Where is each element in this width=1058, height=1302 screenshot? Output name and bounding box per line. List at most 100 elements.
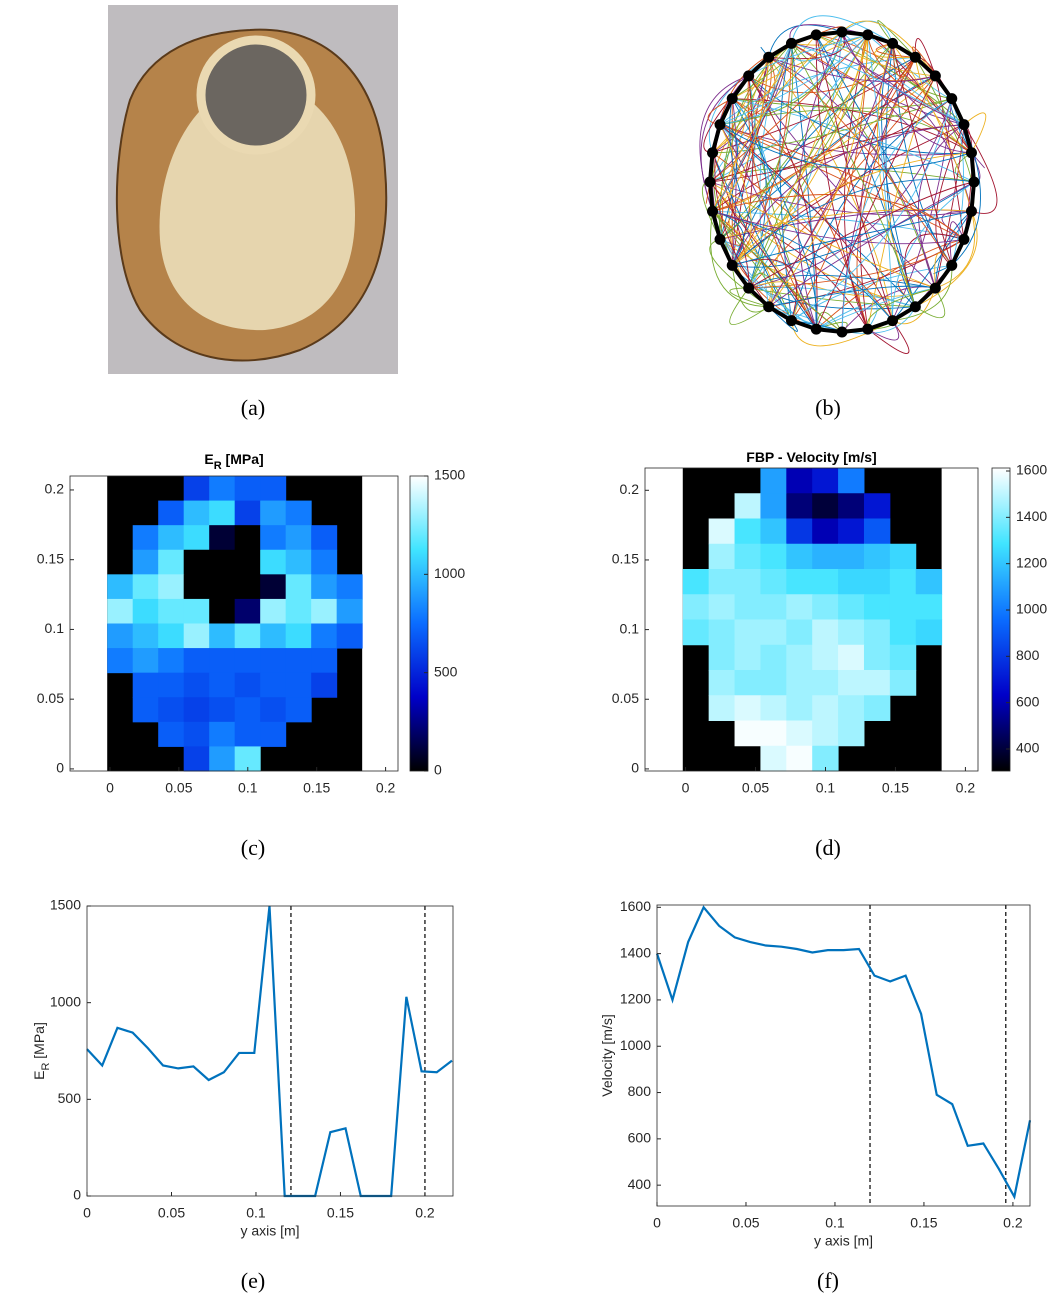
cell bbox=[812, 594, 839, 620]
ray bbox=[731, 178, 975, 266]
chart-title: FBP - Velocity [m/s] bbox=[746, 449, 876, 465]
cell bbox=[107, 623, 134, 649]
ray bbox=[732, 181, 975, 268]
colorbar-tick-label: 1400 bbox=[1016, 508, 1047, 524]
cell bbox=[183, 746, 210, 772]
cell bbox=[838, 493, 865, 519]
text-part: FBP - Velocity [m/s] bbox=[746, 449, 876, 465]
cell bbox=[183, 623, 210, 649]
x-tick-label: 0.05 bbox=[732, 1215, 759, 1231]
cell bbox=[209, 672, 236, 698]
cell bbox=[812, 569, 839, 595]
sensor bbox=[810, 323, 822, 335]
cell bbox=[132, 598, 159, 624]
cell bbox=[158, 648, 185, 674]
cell bbox=[786, 619, 813, 646]
cell bbox=[812, 695, 839, 721]
ray bbox=[791, 98, 953, 321]
ray bbox=[963, 112, 987, 153]
cell bbox=[260, 549, 287, 575]
sensor bbox=[726, 259, 738, 271]
cell bbox=[107, 574, 134, 600]
cell bbox=[311, 672, 338, 698]
ray bbox=[768, 181, 975, 308]
cell bbox=[760, 518, 787, 545]
cell bbox=[209, 525, 236, 551]
sensor bbox=[887, 37, 899, 49]
y-tick-label: 0.2 bbox=[45, 481, 65, 497]
cell bbox=[285, 500, 312, 526]
sensor bbox=[704, 176, 716, 188]
cell bbox=[260, 598, 287, 624]
colorbar-tick-label: 1000 bbox=[1016, 601, 1047, 617]
cell bbox=[311, 648, 338, 674]
ray bbox=[729, 287, 769, 308]
cell bbox=[132, 549, 159, 575]
cell bbox=[786, 543, 813, 570]
cell bbox=[889, 644, 917, 671]
cell bbox=[209, 697, 236, 723]
ray bbox=[729, 98, 817, 330]
cell bbox=[132, 525, 159, 551]
axes-box bbox=[644, 467, 979, 772]
data-line bbox=[655, 905, 1032, 1200]
cell bbox=[311, 623, 338, 649]
cell bbox=[285, 525, 312, 551]
sensor bbox=[965, 147, 977, 159]
ray bbox=[747, 75, 817, 330]
cell bbox=[708, 543, 736, 570]
hole bbox=[196, 35, 316, 155]
ray bbox=[712, 210, 965, 245]
cell bbox=[760, 594, 787, 620]
ray bbox=[731, 98, 737, 266]
ray bbox=[963, 124, 998, 214]
cell bbox=[260, 476, 287, 502]
text-part: R bbox=[40, 1063, 52, 1071]
cell bbox=[107, 598, 134, 624]
cell bbox=[863, 543, 891, 570]
cell bbox=[838, 619, 865, 646]
cell bbox=[158, 623, 185, 649]
cell bbox=[786, 569, 813, 595]
ray bbox=[699, 75, 749, 212]
cell bbox=[812, 543, 839, 570]
sensor bbox=[836, 326, 848, 338]
cell bbox=[734, 720, 761, 747]
cell bbox=[786, 644, 813, 671]
x-tick-label: 0 bbox=[653, 1215, 661, 1231]
cell bbox=[311, 549, 338, 575]
cell bbox=[812, 619, 839, 646]
cell bbox=[285, 623, 312, 649]
x-tick-label: 0.05 bbox=[158, 1205, 185, 1221]
cell bbox=[863, 518, 891, 545]
colorbar-tick-label: 1000 bbox=[434, 565, 465, 581]
cell bbox=[132, 648, 159, 674]
ray bbox=[748, 56, 916, 94]
ray bbox=[867, 34, 893, 321]
cell bbox=[812, 644, 839, 671]
ray bbox=[748, 43, 893, 289]
y-tick-label: 1200 bbox=[620, 991, 651, 1007]
ray bbox=[791, 43, 916, 307]
ray bbox=[719, 34, 869, 126]
sensor bbox=[958, 119, 970, 131]
cell bbox=[107, 648, 134, 674]
colorbar-tick-label: 0 bbox=[434, 762, 442, 778]
sensor bbox=[714, 119, 726, 131]
y-tick-label: 800 bbox=[628, 1083, 652, 1099]
y-axis-label: Velocity [m/s] bbox=[599, 1014, 615, 1096]
cell bbox=[889, 594, 917, 620]
cell bbox=[234, 648, 261, 674]
caption: (c) bbox=[241, 835, 265, 860]
ray bbox=[885, 43, 916, 307]
ray bbox=[719, 124, 972, 156]
cell bbox=[209, 574, 236, 600]
y-tick-label: 0.15 bbox=[612, 551, 639, 567]
text-part: E bbox=[204, 451, 213, 467]
cell bbox=[183, 525, 210, 551]
cell bbox=[786, 468, 813, 494]
x-tick-label: 0.2 bbox=[415, 1205, 435, 1221]
cell bbox=[209, 623, 236, 649]
cell bbox=[734, 594, 761, 620]
